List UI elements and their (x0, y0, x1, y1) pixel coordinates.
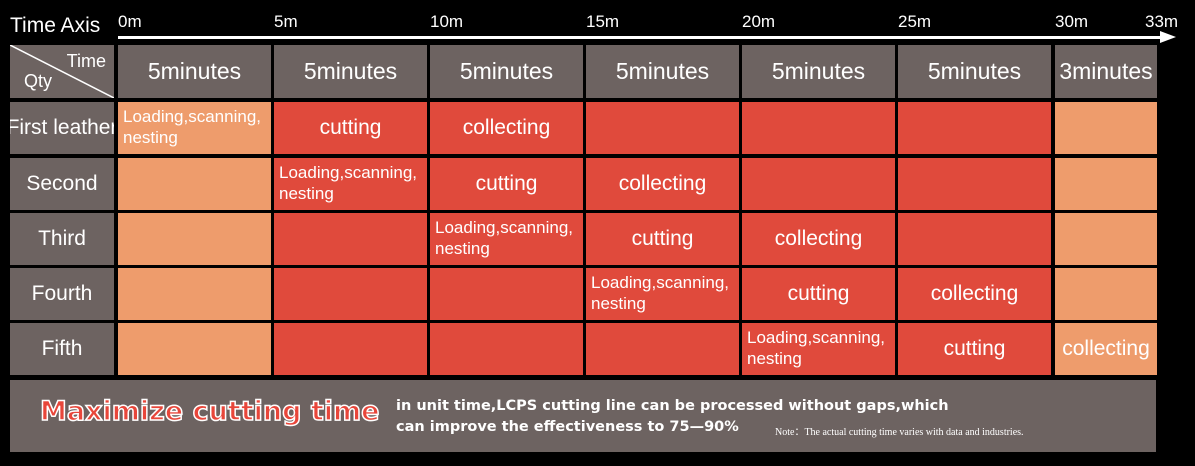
schedule-cell (1055, 102, 1157, 154)
step-label: cutting (475, 172, 538, 195)
schedule-cell: Loading,scanning, nesting (586, 268, 739, 320)
step-label: cutting (787, 282, 850, 305)
footer-description-line2: can improve the effectiveness to 75—90% (396, 419, 739, 435)
row-label: Fifth (10, 323, 114, 375)
schedule-cell (742, 158, 895, 210)
schedule-cell (586, 323, 739, 375)
corner-time-label: Time (66, 51, 106, 71)
schedule-cell: cutting (586, 213, 739, 265)
schedule-cell: cutting (742, 268, 895, 320)
time-axis-tick: 0m (118, 12, 142, 31)
loading-step-label: Loading,scanning, nesting (591, 273, 730, 313)
loading-step-label: Loading,scanning, nesting (435, 218, 574, 258)
column-header-duration: 5minutes (118, 45, 271, 98)
schedule-cell (1055, 158, 1157, 210)
time-axis-tick: 33m (1145, 12, 1179, 31)
schedule-cell: Loading,scanning, nesting (118, 102, 271, 154)
schedule-cell: collecting (898, 268, 1051, 320)
row-label: Third (10, 213, 114, 265)
row-label: Second (10, 158, 114, 210)
schedule-cell (118, 213, 271, 265)
axis-arrow-icon (1160, 31, 1176, 43)
column-header-duration: 5minutes (898, 45, 1051, 98)
time-axis-tick: 25m (898, 12, 932, 31)
schedule-cell: Loading,scanning, nesting (274, 158, 427, 210)
time-axis-line (118, 36, 1164, 39)
schedule-cell: collecting (586, 158, 739, 210)
step-label: cutting (631, 227, 694, 250)
corner-header: Time Qty (10, 45, 114, 98)
schedule-cell (898, 158, 1051, 210)
footer-description-line1: in unit time,LCPS cutting line can be pr… (396, 398, 949, 414)
time-axis-tick: 20m (742, 12, 776, 31)
schedule-cell (1055, 213, 1157, 265)
schedule-cell (118, 158, 271, 210)
time-axis-title: Time Axis (10, 14, 101, 37)
step-label: collecting (1062, 337, 1150, 360)
step-label: collecting (930, 282, 1019, 305)
schedule-cell: cutting (274, 102, 427, 154)
schedule-cell (742, 102, 895, 154)
schedule-cell (118, 268, 271, 320)
schedule-cell (430, 323, 583, 375)
schedule-cell: cutting (898, 323, 1051, 375)
schedule-cell (274, 268, 427, 320)
schedule-cell (586, 102, 739, 154)
diagonal-divider (10, 45, 114, 98)
time-axis-tick: 5m (274, 12, 298, 31)
footer-note: Note：The actual cutting time varies with… (775, 427, 1024, 438)
column-header-duration: 5minutes (586, 45, 739, 98)
step-label: cutting (319, 116, 382, 139)
loading-step-label: Loading,scanning, nesting (123, 107, 262, 147)
schedule-cell (1055, 268, 1157, 320)
row-label: Fourth (10, 268, 114, 320)
column-header-duration: 3minutes (1055, 45, 1157, 98)
corner-qty-label: Qty (24, 71, 53, 91)
step-label: cutting (943, 337, 1006, 360)
schedule-cell (118, 323, 271, 375)
loading-step-label: Loading,scanning, nesting (747, 328, 886, 368)
schedule-cell: collecting (1055, 323, 1157, 375)
schedule-cell: cutting (430, 158, 583, 210)
schedule-cell: Loading,scanning, nesting (430, 213, 583, 265)
step-label: collecting (618, 172, 707, 195)
footer-headline: Maximize cutting time (39, 395, 380, 428)
column-header-duration: 5minutes (274, 45, 427, 98)
column-header-duration: 5minutes (742, 45, 895, 98)
schedule-cell: collecting (742, 213, 895, 265)
schedule-cell (430, 268, 583, 320)
step-label: collecting (774, 227, 863, 250)
schedule-cell: collecting (430, 102, 583, 154)
loading-step-label: Loading,scanning, nesting (279, 163, 418, 203)
time-axis-tick: 10m (430, 12, 464, 31)
column-header-duration: 5minutes (430, 45, 583, 98)
schedule-cell: Loading,scanning, nesting (742, 323, 895, 375)
footer-description: in unit time,LCPS cutting line can be pr… (396, 396, 949, 438)
footer-banner: Maximize cutting time in unit time,LCPS … (10, 380, 1156, 452)
schedule-cell (274, 323, 427, 375)
schedule-cell (274, 213, 427, 265)
step-label: collecting (462, 116, 551, 139)
time-axis-tick: 30m (1055, 12, 1089, 31)
time-axis-tick: 15m (586, 12, 620, 31)
schedule-cell (898, 102, 1051, 154)
row-label: First leather (10, 102, 114, 154)
schedule-cell (898, 213, 1051, 265)
